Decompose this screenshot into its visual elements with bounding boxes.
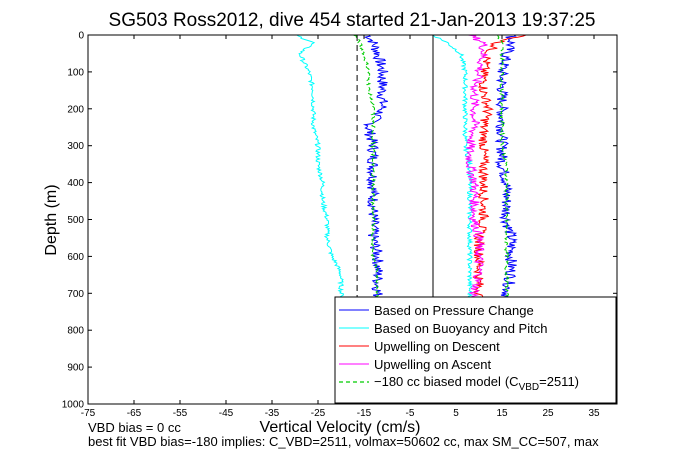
x-tick-label: 15 xyxy=(496,408,508,419)
legend-model-eq: =2511) xyxy=(539,374,579,389)
x-tick-label: -35 xyxy=(265,408,280,419)
x-tick-label: 5 xyxy=(453,408,459,419)
y-tick-label: 700 xyxy=(67,289,84,300)
y-tick-label: 100 xyxy=(67,67,84,78)
y-tick-label: 500 xyxy=(67,215,84,226)
series-pressure-change-ascent xyxy=(494,34,518,302)
series-buoyancy-pitch-ascent xyxy=(432,34,474,302)
x-tick-label: -75 xyxy=(81,408,96,419)
legend-label-pressure: Based on Pressure Change xyxy=(374,303,534,318)
y-tick-label: 900 xyxy=(67,363,84,374)
x-tick-label: -25 xyxy=(311,408,326,419)
series-buoyancy-pitch-descent xyxy=(296,34,347,301)
y-tick-label: 600 xyxy=(67,252,84,263)
chart-title: SG503 Ross2012, dive 454 started 21-Jan-… xyxy=(109,10,596,31)
legend-label-upwelling-descent: Upwelling on Descent xyxy=(374,339,500,354)
x-tick-label: -5 xyxy=(406,408,415,419)
y-tick-label: 400 xyxy=(67,178,84,189)
x-tick-label: -55 xyxy=(173,408,188,419)
series-biased-model-descent xyxy=(353,34,381,302)
series-biased-model-ascent xyxy=(497,34,510,302)
series-layer xyxy=(296,34,527,302)
legend: Based on Pressure Change Based on Buoyan… xyxy=(334,296,617,404)
legend-box xyxy=(334,296,617,404)
vbd-bias-note: VBD bias = 0 cc xyxy=(88,420,181,435)
legend-model-sub: VBD xyxy=(519,382,540,393)
legend-model-name: −180 cc biased model xyxy=(374,374,501,389)
legend-label-biased-model: −180 cc biased model (CVBD=2511) xyxy=(374,374,579,393)
x-tick-label: -15 xyxy=(357,408,372,419)
axes: -75 -65 -55 -45 -35 -25 -15 -5 5 15 25 350100200300… xyxy=(62,31,617,419)
x-axis-label: Vertical Velocity (cm/s) xyxy=(260,419,421,436)
best-fit-note: best fit VBD bias=-180 implies: C_VBD=25… xyxy=(88,434,599,449)
legend-label-upwelling-ascent: Upwelling on Ascent xyxy=(374,357,491,372)
legend-label-buoyancy: Based on Buoyancy and Pitch xyxy=(374,321,547,336)
y-axis-label: Depth (m) xyxy=(43,184,60,255)
y-tick-label: 0 xyxy=(78,31,84,42)
y-tick-label: 200 xyxy=(67,104,84,115)
x-tick-label: -65 xyxy=(127,408,142,419)
y-tick-label: 1000 xyxy=(62,400,85,411)
legend-model-prefix: (C xyxy=(505,374,519,389)
y-tick-label: 800 xyxy=(67,326,84,337)
x-tick-label: 25 xyxy=(542,408,554,419)
y-tick-label: 300 xyxy=(67,141,84,152)
x-tick-label: -45 xyxy=(219,408,234,419)
series-upwelling-ascent-values xyxy=(464,34,488,302)
x-tick-label: 35 xyxy=(588,408,600,419)
